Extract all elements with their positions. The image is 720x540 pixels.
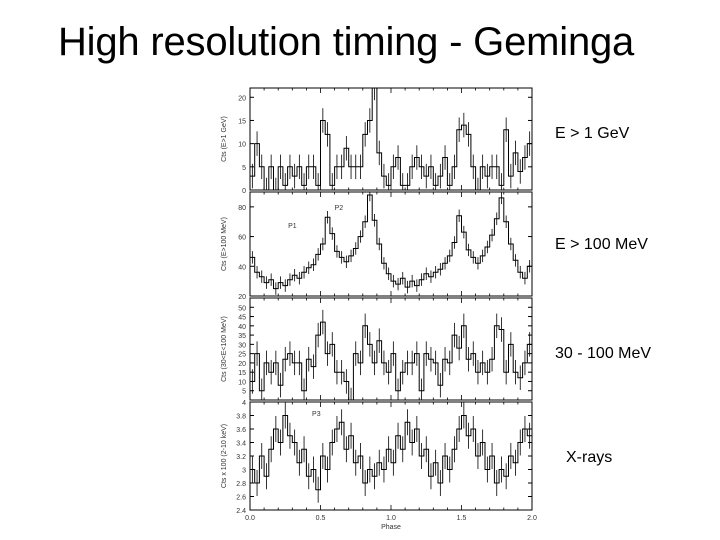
y-tick-label: 2.6 [236, 495, 246, 502]
panel-2: 20 40 60 80 Cts (E>100 MeV) P1 P2 [221, 191, 533, 301]
x-axis-label: Phase [381, 524, 401, 531]
peak-annotation: P2 [335, 205, 344, 212]
y-axis-label: Cts (30<E<100 MeV) [221, 316, 228, 382]
y-tick-label: 80 [238, 205, 246, 212]
y-tick-label: 20 [238, 294, 246, 301]
y-tick-label: 25 [238, 352, 246, 359]
x-tick-label: 0.5 [316, 515, 326, 522]
y-tick-label: 3.6 [236, 427, 246, 434]
y-tick-label: 35 [238, 333, 246, 340]
panel-3: 5 10 15 20 25 30 35 40 45 50 Cts (30<E<100 MeV) [221, 297, 533, 401]
y-tick-label: 3.8 [236, 414, 246, 421]
y-tick-label: 5 [242, 165, 246, 172]
panels-group: 0 5 10 15 20 Cts (E>1 GeV) 20 40 60 80 Cts (E>100 … [221, 87, 537, 531]
y-tick-label: 2.8 [236, 481, 246, 488]
series-step-line [250, 87, 532, 191]
label-30-100-mev: 30 - 100 MeV [555, 345, 652, 362]
y-tick-label: 3.2 [236, 454, 246, 461]
y-axis-label: Cts x 100 (2-10 keV) [221, 424, 228, 488]
y-tick-label: 10 [238, 142, 246, 149]
y-tick-label: 3 [242, 468, 246, 475]
y-tick-label: 4 [242, 400, 246, 407]
y-tick-label: 20 [238, 361, 246, 368]
series-step-line [250, 194, 532, 290]
y-tick-label: 45 [238, 315, 246, 322]
x-tick-label: 2.0 [527, 515, 537, 522]
y-tick-label: 10 [238, 379, 246, 386]
panel-4: 2.4 2.6 2.8 3 3.2 3.4 3.6 3.8 4 Cts x 100 (2-10 k… [221, 400, 537, 531]
peak-annotation: P3 [312, 411, 321, 418]
panel-1: 0 5 10 15 20 Cts (E>1 GeV) [221, 87, 533, 195]
slide-title: High resolution timing - Geminga [58, 20, 635, 64]
label-x-rays: X-rays [566, 449, 613, 466]
y-tick-label: 60 [238, 235, 246, 242]
y-tick-label: 40 [238, 324, 246, 331]
y-tick-label: 30 [238, 342, 246, 349]
label-e-gt-100-mev: E > 100 MeV [555, 236, 648, 253]
y-tick-label: 3.4 [236, 441, 246, 448]
peak-annotation: P1 [288, 223, 297, 230]
y-tick-label: 15 [238, 370, 246, 377]
series-step-line [250, 321, 532, 401]
y-axis-label: Cts (E>1 GeV) [221, 116, 228, 162]
y-tick-label: 50 [238, 305, 246, 312]
series-step-line [250, 415, 532, 491]
y-tick-label: 15 [238, 118, 246, 125]
label-e-gt-1-gev: E > 1 GeV [555, 125, 630, 142]
panel-frame [249, 297, 533, 401]
y-tick-label: 40 [238, 264, 246, 271]
y-tick-label: 2.4 [236, 508, 246, 515]
x-tick-label: 1.0 [386, 515, 396, 522]
y-tick-label: 0 [242, 188, 246, 195]
x-tick-label: 0.0 [245, 515, 255, 522]
y-tick-label: 20 [238, 95, 246, 102]
y-axis-label: Cts (E>100 MeV) [221, 217, 228, 271]
x-tick-label: 1.5 [457, 515, 467, 522]
y-tick-label: 5 [242, 389, 246, 396]
